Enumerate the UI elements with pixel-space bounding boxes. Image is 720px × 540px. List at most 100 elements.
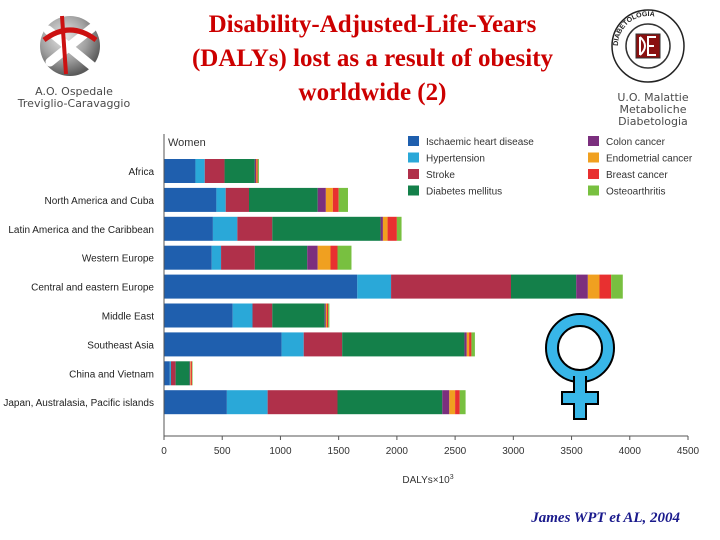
x-tick-label: 4000 (619, 446, 642, 457)
bar-segment (307, 245, 318, 270)
x-tick-label: 1500 (328, 446, 351, 457)
bar-segment (380, 216, 383, 241)
category-label: Central and eastern Europe (31, 283, 154, 294)
bar-segment (342, 332, 465, 357)
bar-segment (332, 187, 339, 212)
bar-segment (170, 361, 176, 386)
dalys-stacked-bar-chart: Africa North America and Cuba Latin Americ… (3, 134, 700, 486)
x-tick-label: 500 (214, 446, 231, 457)
bar-segment (587, 274, 600, 299)
bar-segment (328, 303, 330, 328)
bar-segment (272, 303, 325, 328)
legend-swatch (408, 185, 419, 196)
bar-segment (272, 216, 381, 241)
bar-segment (164, 361, 170, 386)
legend-label: Diabetes mellitus (426, 187, 502, 198)
bar-segment (325, 303, 328, 328)
bar-segment (164, 245, 212, 270)
category-label: Africa (128, 167, 154, 178)
legend-label: Osteoarthritis (606, 187, 665, 198)
category-label: Western Europe (82, 254, 155, 265)
bar-segment (338, 187, 348, 212)
bar-segment (327, 303, 329, 328)
bar-segment (471, 332, 475, 357)
bar-segment (337, 390, 443, 415)
panel-label: Women (168, 137, 206, 149)
bar-segment (221, 245, 255, 270)
bar-segment (464, 332, 467, 357)
x-tick-label: 4500 (677, 446, 700, 457)
title-line-3: worldwide (2) (298, 79, 447, 106)
x-axis: 0 500 1000 1500 2000 2500 3000 3500 4000 4500 (161, 134, 700, 457)
bar-segment (324, 303, 326, 328)
bar-segment (256, 159, 258, 183)
category-label: Southeast Asia (87, 340, 154, 351)
bar-segment (317, 187, 326, 212)
bar-segment (164, 303, 233, 328)
bar-segment (466, 332, 470, 357)
legend-swatch (588, 136, 599, 146)
bar-segment (190, 361, 192, 386)
x-tick-label: 0 (161, 446, 167, 457)
legend-swatch (408, 136, 419, 146)
unit-name-line-2: Metaboliche (619, 103, 687, 116)
bar-segment (164, 390, 227, 415)
x-axis-label-superscript: 3 (450, 474, 454, 481)
x-axis-label: DALYs×103 (402, 474, 453, 486)
legend-swatch (408, 152, 419, 163)
hospital-name-line-2: Treviglio-Caravaggio (17, 97, 131, 110)
bar-segment (257, 159, 259, 183)
bar-segment (216, 187, 226, 212)
legend-swatch (408, 169, 419, 179)
bar-segment (164, 187, 217, 212)
bar-segment (190, 361, 191, 386)
diabetology-logo: DIABETOLOGIA (610, 8, 686, 84)
category-label: Latin America and the Caribbean (8, 225, 154, 236)
legend-label: Stroke (426, 170, 455, 181)
x-tick-label: 3000 (502, 446, 525, 457)
bar-segment (576, 274, 588, 299)
bar-segment (226, 390, 268, 415)
bar-segment (611, 274, 623, 299)
bar-segment (211, 245, 222, 270)
bar-segment (357, 274, 392, 299)
bar-segment (254, 245, 308, 270)
bar-segment (212, 216, 238, 241)
bar-segment (267, 390, 338, 415)
bar-segment (237, 216, 273, 241)
legend-label: Ischaemic heart disease (426, 137, 534, 148)
x-tick-label: 3500 (560, 446, 583, 457)
bar-segment (191, 361, 193, 386)
bar-segment (317, 245, 331, 270)
bar-segment (164, 274, 358, 299)
bar-segment (232, 303, 253, 328)
bar-segment (224, 159, 255, 183)
legend-label: Breast cancer (606, 170, 668, 181)
category-label: North America and Cuba (44, 196, 154, 207)
slide-title: Disability-Adjusted-Life-Years (DALYs) l… (150, 8, 595, 110)
category-labels: Africa North America and Cuba Latin Americ… (3, 167, 154, 409)
legend-swatch (588, 152, 599, 163)
legend-label: Endometrial cancer (606, 154, 693, 165)
unit-name-line-1: U.O. Malattie (617, 91, 689, 104)
category-label: China and Vietnam (69, 369, 154, 380)
red-cross-sphere-icon (40, 15, 100, 76)
title-line-2: (DALYs) lost as a result of obesity (191, 45, 554, 72)
bar-segment (442, 390, 450, 415)
bar-segment (254, 159, 256, 183)
bar-segment (511, 274, 577, 299)
legend-label: Hypertension (426, 154, 485, 165)
bar-segment (255, 159, 257, 183)
legend: Ischaemic heart disease Hypertension Strok… (408, 136, 693, 198)
x-axis-label-text: DALYs×10 (402, 475, 450, 486)
bar-segment (455, 390, 460, 415)
bar-segment (281, 332, 304, 357)
bar-segment (387, 216, 397, 241)
title-line-1: Disability-Adjusted-Life-Years (208, 11, 537, 38)
bar-segment (169, 361, 171, 386)
bar-segment (459, 390, 466, 415)
bar-segment (325, 187, 333, 212)
legend-swatch (588, 169, 599, 179)
legend-label: Colon cancer (606, 137, 666, 148)
unit-name: U.O. Malattie Metaboliche Diabetologia (598, 92, 708, 128)
